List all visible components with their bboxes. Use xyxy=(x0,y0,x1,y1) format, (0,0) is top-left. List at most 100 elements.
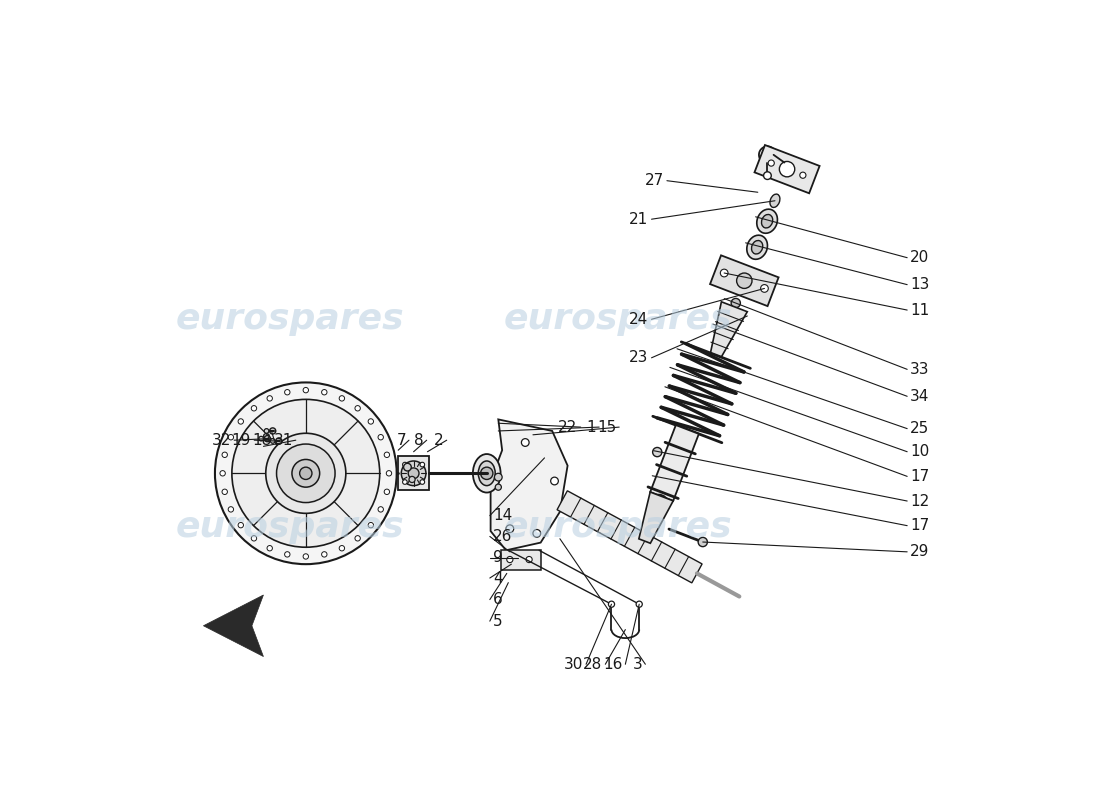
Circle shape xyxy=(267,396,273,401)
Text: 9: 9 xyxy=(493,550,503,566)
Circle shape xyxy=(264,435,271,442)
Circle shape xyxy=(368,418,374,424)
Text: 11: 11 xyxy=(911,302,930,318)
Circle shape xyxy=(321,390,327,395)
Circle shape xyxy=(481,467,493,479)
Text: 32: 32 xyxy=(211,433,231,448)
Circle shape xyxy=(355,406,361,411)
Text: 31: 31 xyxy=(273,433,293,448)
Text: 34: 34 xyxy=(911,389,930,404)
Circle shape xyxy=(276,444,336,502)
Text: 2: 2 xyxy=(434,433,443,448)
Text: 6: 6 xyxy=(493,592,503,607)
Ellipse shape xyxy=(751,241,762,254)
Text: 16: 16 xyxy=(603,657,623,672)
Text: eurospares: eurospares xyxy=(504,510,732,544)
Circle shape xyxy=(386,470,392,476)
Circle shape xyxy=(698,538,707,546)
Text: 17: 17 xyxy=(911,518,930,533)
Circle shape xyxy=(299,467,312,479)
Text: 19: 19 xyxy=(232,433,251,448)
Circle shape xyxy=(532,530,541,538)
Circle shape xyxy=(384,452,389,458)
Text: 30: 30 xyxy=(563,657,583,672)
Text: 22: 22 xyxy=(559,419,578,434)
Circle shape xyxy=(403,480,407,484)
Polygon shape xyxy=(639,492,673,543)
Circle shape xyxy=(402,461,426,486)
Circle shape xyxy=(285,552,290,557)
Circle shape xyxy=(495,474,503,481)
Ellipse shape xyxy=(473,454,500,493)
Text: 27: 27 xyxy=(645,174,664,188)
Circle shape xyxy=(292,459,320,487)
Circle shape xyxy=(304,387,308,393)
Text: eurospares: eurospares xyxy=(176,510,405,544)
Circle shape xyxy=(636,601,642,607)
Circle shape xyxy=(267,546,273,551)
Text: 20: 20 xyxy=(911,250,930,266)
Circle shape xyxy=(760,285,768,292)
Circle shape xyxy=(228,506,233,512)
Circle shape xyxy=(507,557,513,562)
Circle shape xyxy=(228,434,233,440)
Circle shape xyxy=(420,480,425,484)
Bar xyxy=(398,456,429,490)
Circle shape xyxy=(321,552,327,557)
Polygon shape xyxy=(491,419,568,550)
Text: 14: 14 xyxy=(493,508,513,523)
Circle shape xyxy=(339,546,344,551)
Circle shape xyxy=(495,484,502,490)
Circle shape xyxy=(732,298,740,308)
Polygon shape xyxy=(557,490,702,583)
Ellipse shape xyxy=(747,235,768,259)
Text: eurospares: eurospares xyxy=(176,302,405,336)
Text: 25: 25 xyxy=(911,421,930,436)
Circle shape xyxy=(270,428,276,434)
Circle shape xyxy=(737,273,752,289)
Text: 4: 4 xyxy=(493,570,503,586)
Ellipse shape xyxy=(770,194,780,207)
Bar xyxy=(500,550,541,570)
Text: 17: 17 xyxy=(911,469,930,484)
Text: 28: 28 xyxy=(583,657,603,672)
Polygon shape xyxy=(650,425,699,501)
Circle shape xyxy=(763,172,771,179)
Circle shape xyxy=(266,434,345,514)
Circle shape xyxy=(339,396,344,401)
Text: 1: 1 xyxy=(586,419,596,434)
Circle shape xyxy=(222,452,228,458)
Text: 29: 29 xyxy=(911,544,930,559)
Circle shape xyxy=(378,434,384,440)
Circle shape xyxy=(652,447,662,457)
Text: 12: 12 xyxy=(911,494,930,509)
Text: 13: 13 xyxy=(911,277,930,292)
Circle shape xyxy=(355,536,361,541)
Circle shape xyxy=(720,269,728,277)
Circle shape xyxy=(285,390,290,395)
Circle shape xyxy=(378,506,384,512)
Circle shape xyxy=(403,462,407,467)
Circle shape xyxy=(276,438,282,444)
Circle shape xyxy=(551,477,559,485)
Text: eurospares: eurospares xyxy=(504,302,732,336)
Polygon shape xyxy=(204,595,264,657)
Text: 7: 7 xyxy=(396,433,406,448)
Circle shape xyxy=(384,489,389,494)
Text: 5: 5 xyxy=(493,614,503,629)
Circle shape xyxy=(800,172,806,178)
Circle shape xyxy=(222,489,228,494)
Circle shape xyxy=(251,536,256,541)
Text: 21: 21 xyxy=(629,212,649,226)
Polygon shape xyxy=(710,255,779,306)
Ellipse shape xyxy=(757,209,778,234)
Circle shape xyxy=(238,522,243,528)
Circle shape xyxy=(420,462,425,467)
Circle shape xyxy=(238,418,243,424)
Polygon shape xyxy=(711,302,747,357)
Circle shape xyxy=(408,468,419,478)
Circle shape xyxy=(368,522,374,528)
Circle shape xyxy=(608,601,615,607)
Text: 8: 8 xyxy=(414,433,424,448)
Text: 15: 15 xyxy=(597,419,616,434)
